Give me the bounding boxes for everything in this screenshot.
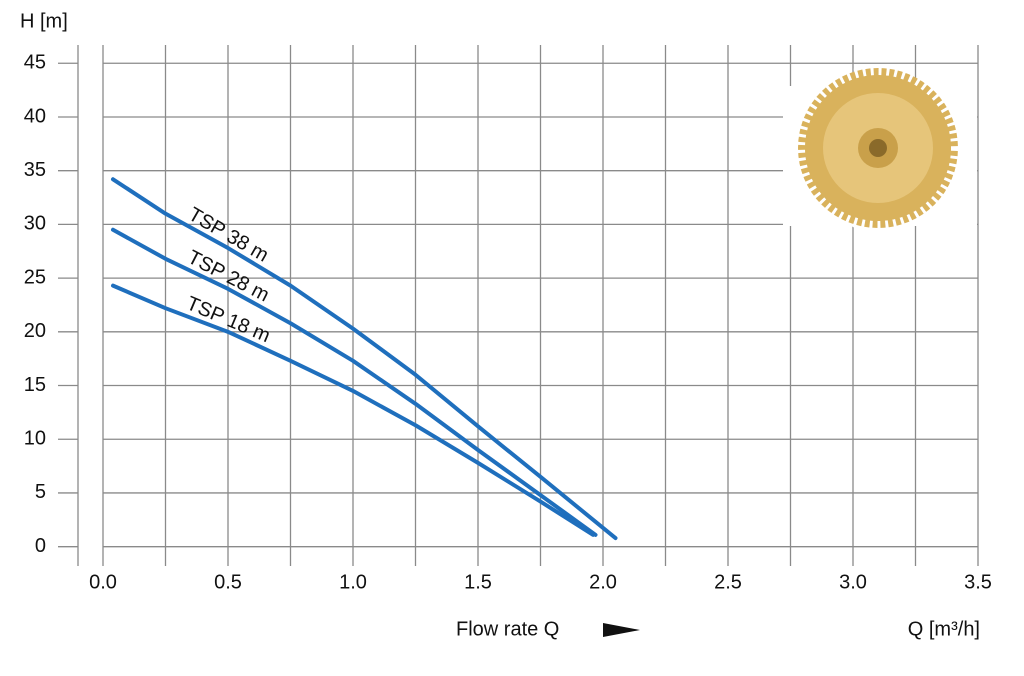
x-tick-label: 2.0 — [589, 571, 617, 593]
y-tick-label: 5 — [35, 481, 46, 503]
curve — [111, 227, 598, 537]
x-tick-label: 1.0 — [339, 571, 367, 593]
y-tick-label: 0 — [35, 535, 46, 557]
curve — [111, 177, 618, 541]
y-tick-label: 25 — [24, 266, 46, 288]
y-tick-label: 40 — [24, 105, 46, 127]
x-tick-label: 1.5 — [464, 571, 492, 593]
curve — [111, 283, 595, 537]
flow-arrow — [603, 623, 640, 637]
x-tick-label: 2.5 — [714, 571, 742, 593]
x-axis-title: Flow rate Q — [456, 618, 559, 640]
x-tick-label: 3.0 — [839, 571, 867, 593]
y-tick-label: 20 — [24, 320, 46, 342]
impeller-bore — [869, 139, 887, 157]
x-unit-label: Q [m³/h] — [908, 618, 980, 640]
impeller-picture — [783, 65, 977, 231]
y-tick-label: 15 — [24, 374, 46, 396]
impeller-blades — [795, 65, 961, 231]
x-tick-label: 0.0 — [89, 571, 117, 593]
y-tick-label: 10 — [24, 428, 46, 450]
y-tick-label: 35 — [24, 159, 46, 181]
x-tick-label: 0.5 — [214, 571, 242, 593]
y-tick-label: 45 — [24, 52, 46, 74]
y-axis-title: H [m] — [20, 10, 68, 32]
x-tick-label: 3.5 — [964, 571, 992, 593]
y-tick-label: 30 — [24, 213, 46, 235]
